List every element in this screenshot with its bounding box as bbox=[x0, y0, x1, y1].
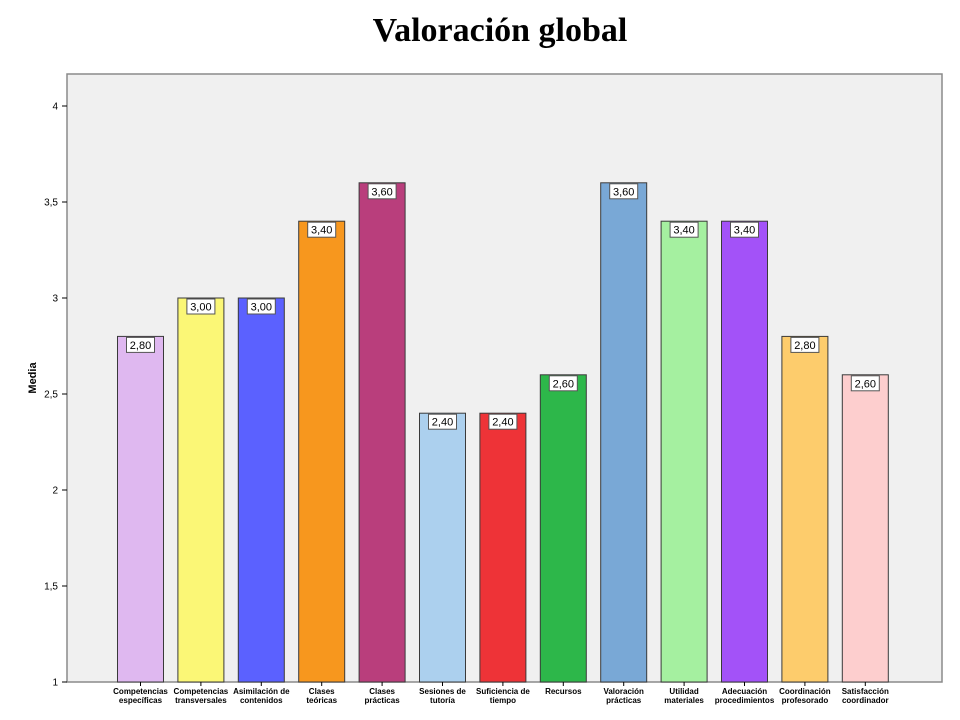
x-tick-label: Adecuación procedimientos bbox=[715, 687, 775, 705]
y-tick-label: 4 bbox=[52, 102, 58, 113]
data-label-box bbox=[428, 413, 457, 430]
bar bbox=[660, 220, 708, 683]
x-tick-label: Clases teóricas bbox=[306, 687, 337, 705]
y-tick-label: 3,5 bbox=[44, 198, 58, 209]
bar bbox=[539, 374, 587, 683]
bar bbox=[358, 182, 406, 683]
x-tick-label: Coordinación profesorado bbox=[779, 687, 831, 705]
y-axis-label: Media bbox=[27, 362, 39, 394]
data-label: 3,00 bbox=[251, 302, 272, 314]
data-label-box bbox=[730, 221, 759, 238]
data-label-box bbox=[669, 221, 699, 238]
x-tick-label: Recursos bbox=[545, 687, 582, 696]
bar bbox=[419, 412, 466, 683]
data-label: 2,80 bbox=[794, 340, 815, 352]
bar bbox=[237, 297, 285, 683]
data-label: 3,40 bbox=[734, 225, 755, 237]
data-label: 2,40 bbox=[432, 417, 453, 429]
chart-title: Valoración global bbox=[372, 12, 628, 49]
data-label-box bbox=[850, 375, 880, 392]
data-label: 3,00 bbox=[190, 302, 211, 314]
x-tick-label: Suficiencia de tiempo bbox=[476, 687, 530, 705]
data-label-box bbox=[126, 336, 155, 353]
x-tick-label: Sesiones de tutoría bbox=[419, 687, 466, 705]
data-label: 2,60 bbox=[855, 378, 876, 390]
x-tick-label: Clases prácticas bbox=[365, 687, 401, 705]
bar bbox=[177, 297, 225, 683]
data-label-box bbox=[548, 375, 578, 392]
data-label-box bbox=[246, 298, 276, 315]
bar bbox=[600, 182, 648, 683]
bar bbox=[781, 335, 829, 683]
bar bbox=[298, 220, 346, 683]
x-tick-label: Satisfacción coordinador bbox=[842, 687, 889, 705]
data-label-box bbox=[307, 221, 337, 238]
data-label: 2,60 bbox=[553, 378, 574, 390]
x-tick-label: Utilidad materiales bbox=[664, 687, 704, 705]
bar bbox=[721, 220, 768, 683]
data-label: 2,40 bbox=[492, 417, 513, 429]
data-label: 3,40 bbox=[673, 225, 694, 237]
bar bbox=[117, 335, 164, 683]
x-tick-label: Competencias transversales bbox=[174, 687, 229, 705]
data-label-box bbox=[367, 183, 397, 200]
y-tick-label: 2,5 bbox=[44, 390, 58, 401]
x-tick-label: Competencias específicas bbox=[113, 687, 168, 705]
data-label: 3,60 bbox=[613, 186, 634, 198]
y-tick-label: 3 bbox=[52, 294, 58, 305]
data-label: 3,60 bbox=[371, 186, 392, 198]
data-label-box bbox=[186, 298, 216, 315]
data-label-box bbox=[488, 413, 518, 430]
y-tick-label: 2 bbox=[52, 486, 58, 497]
x-tick-label: Asimilación de contenidos bbox=[233, 687, 290, 705]
bar bbox=[841, 374, 889, 683]
data-label: 3,40 bbox=[311, 225, 332, 237]
x-tick-label: Valoración prácticas bbox=[603, 687, 644, 705]
data-label-box bbox=[609, 183, 639, 200]
data-label: 2,80 bbox=[130, 340, 151, 352]
y-tick-label: 1 bbox=[52, 678, 58, 689]
data-label-box bbox=[790, 336, 820, 353]
bar bbox=[479, 412, 527, 683]
y-tick-label: 1,5 bbox=[44, 582, 58, 593]
